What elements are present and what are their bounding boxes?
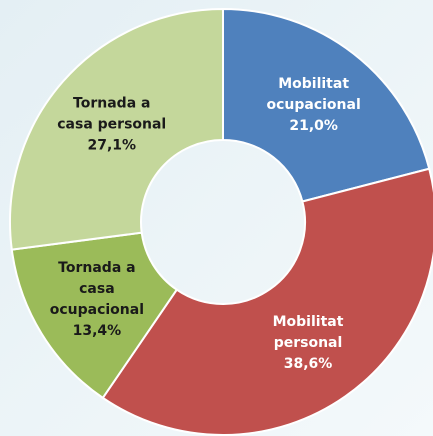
- slice-label-line: Tornada a: [58, 260, 135, 276]
- slice-label-line: Mobilitat: [273, 314, 344, 330]
- value-label: 13,4%: [73, 323, 122, 339]
- slice: [101, 167, 433, 436]
- slice-label: Mobilitat personal: [273, 314, 344, 351]
- slice-label: Tornada a casa personal: [57, 95, 166, 132]
- slice: [10, 231, 179, 400]
- slice-label: Mobilitat ocupacional: [266, 76, 360, 113]
- value-label: 21,0%: [289, 118, 338, 134]
- slice-label-line: Mobilitat: [278, 76, 349, 92]
- slice: [222, 7, 431, 203]
- slice-label-line: Tornada a: [73, 95, 150, 111]
- value-label: 27,1%: [87, 137, 136, 153]
- slice-label-line: casa: [79, 281, 115, 297]
- slice-label: Tornada a casa ocupacional: [50, 260, 144, 318]
- slice-label-line: ocupacional: [266, 97, 360, 113]
- value-label: 38,6%: [284, 356, 333, 372]
- slice-label-line: casa personal: [57, 116, 166, 132]
- slice-label-line: personal: [274, 335, 343, 351]
- slice: [9, 7, 224, 251]
- slice-label-line: ocupacional: [50, 302, 144, 318]
